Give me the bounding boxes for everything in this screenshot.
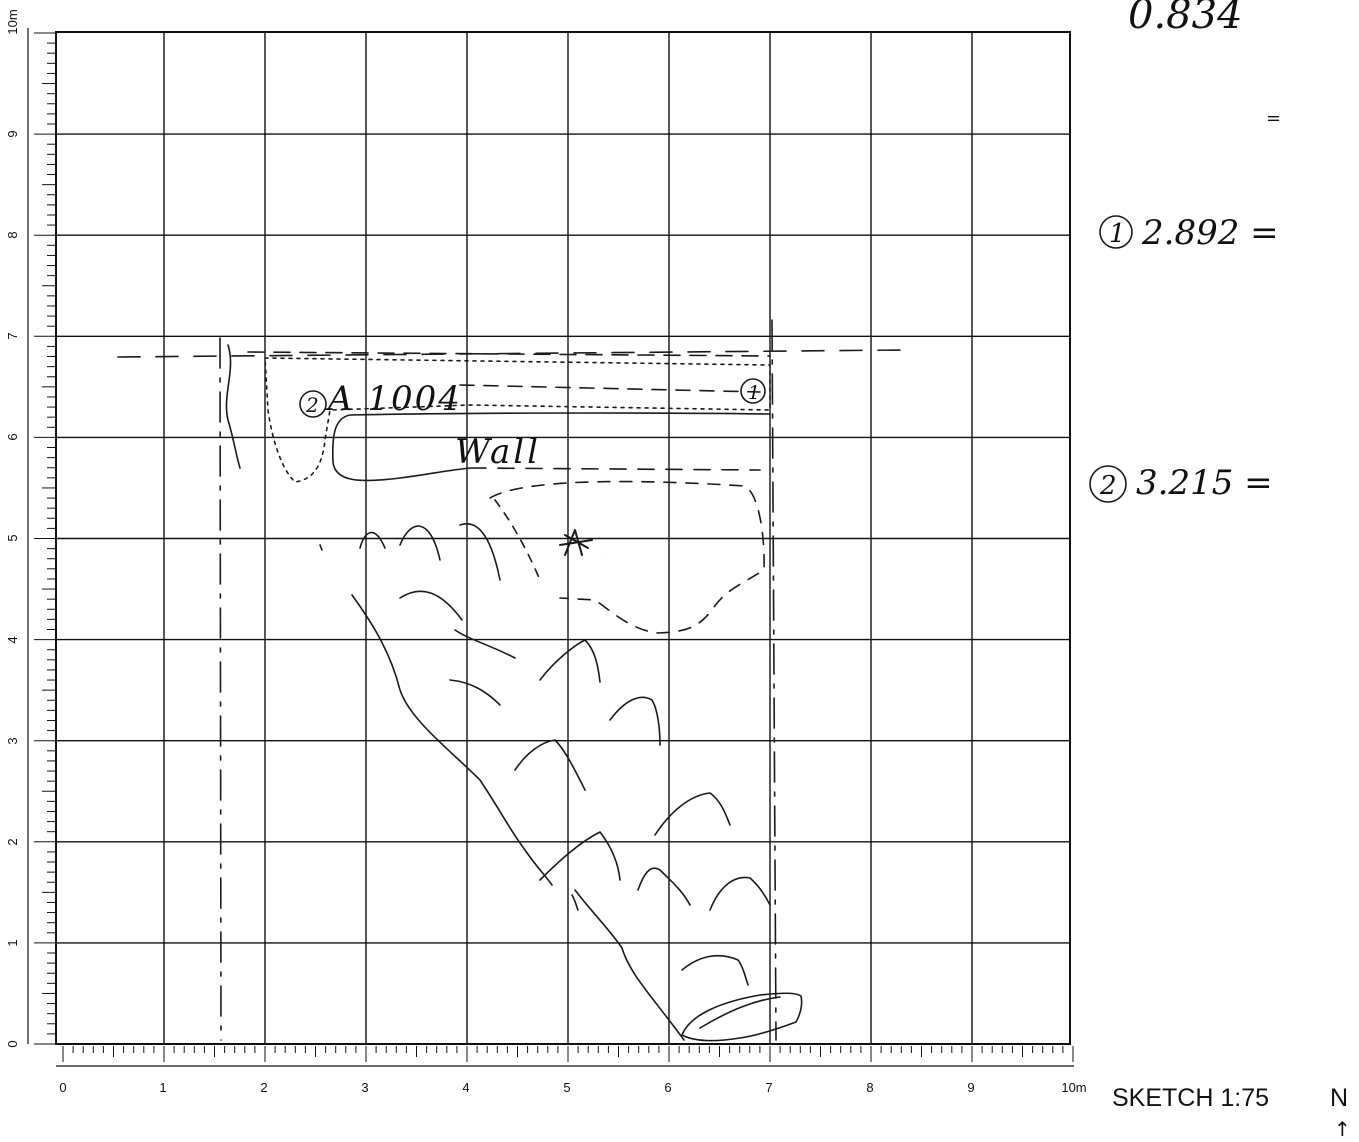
x-end-label: 10m — [1061, 1080, 1086, 1095]
left-dashdot-line — [219, 337, 222, 1041]
hachure-arc — [681, 954, 749, 986]
slope-line — [351, 594, 553, 886]
wall-outline — [331, 412, 771, 482]
hachure-arc — [359, 531, 386, 549]
x-tick-label: 3 — [361, 1080, 368, 1095]
x-tick-label: 4 — [462, 1080, 469, 1095]
left-edge-line — [225, 344, 241, 469]
hachure-arc — [539, 639, 601, 683]
ruler-x-axis — [56, 1046, 1074, 1067]
y-tick-label: 5 — [5, 534, 20, 541]
wall-label: Wall — [455, 432, 541, 472]
point2-value: 3.215 = — [1136, 463, 1273, 503]
top-value: 0.834 — [1128, 0, 1243, 38]
y-tick-label: 7 — [5, 332, 20, 339]
hachure-arc — [399, 590, 463, 621]
scale-label: SKETCH 1:75 — [1112, 1084, 1269, 1112]
north-arrow-icon: ↑ — [1334, 1117, 1351, 1141]
hachure-arc — [454, 629, 516, 659]
point1-marker: 1 — [1109, 219, 1126, 249]
x-tick-label: 9 — [967, 1080, 974, 1095]
y-tick-label: 4 — [5, 636, 20, 643]
hachure-arc — [399, 525, 441, 561]
hachure-arc — [654, 792, 731, 836]
dashed-feature-inner — [494, 499, 541, 581]
inline-marker-2: 2 — [305, 393, 319, 417]
feature-label: A 1004 — [325, 379, 462, 419]
y-tick-label: 6 — [5, 433, 20, 440]
y-tick-label: 9 — [5, 130, 20, 137]
hachure-arc — [609, 696, 661, 746]
stone-inner-line — [699, 996, 781, 1029]
x-tick-label: 7 — [765, 1080, 772, 1095]
x-tick-label: 1 — [159, 1080, 166, 1095]
hachure-arc — [539, 831, 621, 881]
y-end-label: 10m — [5, 9, 20, 34]
hachure-arc — [709, 876, 771, 911]
inline-marker-1-circle — [740, 378, 766, 404]
point2-marker-circle — [1089, 465, 1127, 503]
x-tick-label: 5 — [563, 1080, 570, 1095]
slope-line-right — [574, 889, 685, 1041]
sketch-drawing — [117, 319, 906, 1042]
hachure-arc — [514, 739, 586, 791]
y-tick-label: 1 — [5, 939, 20, 946]
datum-mark-strokes — [559, 529, 593, 556]
stone-outline — [681, 992, 803, 1042]
dashed-feature-outline — [489, 480, 765, 634]
small-mark: = — [1266, 108, 1281, 129]
hachure-arc — [319, 544, 323, 551]
ruler-y-axis — [27, 28, 56, 1045]
point1-marker-circle — [1099, 215, 1133, 249]
x-tick-label: 2 — [260, 1080, 267, 1095]
x-axis-labels: 0 1 2 3 4 5 6 7 8 9 10m — [59, 1080, 1086, 1095]
y-tick-label: 2 — [5, 838, 20, 845]
right-dashdot-line — [771, 319, 777, 1041]
unit-outline-dotted — [264, 357, 771, 483]
y-tick-label: 8 — [5, 231, 20, 238]
hachure-arc — [459, 523, 501, 581]
unit-mid-dashed — [459, 384, 761, 393]
y-tick-label: 3 — [5, 737, 20, 744]
y-axis-labels: 0 1 2 3 4 5 6 7 8 9 10m — [5, 9, 20, 1047]
dashed-feature-outline — [469, 467, 761, 471]
unit-top-dashed — [247, 351, 771, 357]
point1-value: 2.892 = — [1141, 213, 1279, 253]
y-tick-label: 0 — [5, 1040, 20, 1047]
hachure-arc — [449, 679, 501, 706]
grid-lines — [56, 32, 1070, 1044]
x-tick-label: 8 — [866, 1080, 873, 1095]
datum-mark: A — [599, 559, 601, 561]
hachure-arc — [571, 894, 579, 911]
point2-marker: 2 — [1099, 471, 1117, 501]
inline-marker-2-circle — [299, 390, 327, 418]
inline-marker-1: 1 — [748, 382, 760, 404]
x-tick-label: 0 — [59, 1080, 66, 1095]
x-tick-label: 6 — [664, 1080, 671, 1095]
hachure-arc — [637, 867, 691, 906]
north-label: N — [1330, 1084, 1348, 1112]
